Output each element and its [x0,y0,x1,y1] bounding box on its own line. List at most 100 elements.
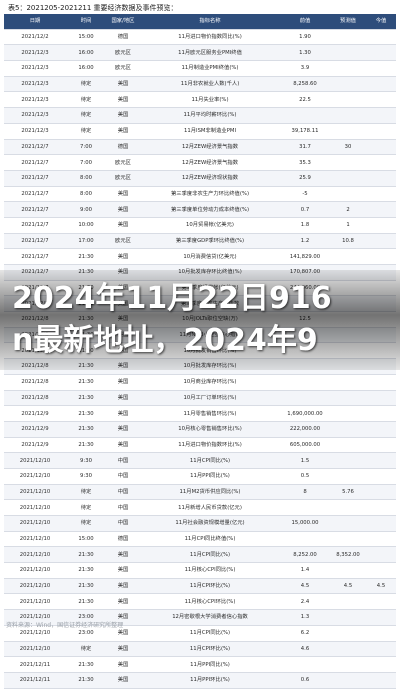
cell-event: 11月CPI同比(%) [140,625,280,642]
cell-forecast [330,60,366,77]
cell-date: 2021/12/9 [4,437,66,454]
cell-region: 美国 [106,656,140,673]
cell-event: 第三季度单位劳动力成本终值(%) [140,201,280,218]
table-row: 2021/12/11 21:30 美国 11月PPI环比(%) 0.6 [4,672,396,689]
cell-previous: 2.4 [280,593,330,611]
cell-time: 21:30 [66,374,106,391]
cell-forecast [330,154,366,171]
table-caption: 表5：2021205-2021211 重要经济数据及事件预览： [8,4,178,12]
cell-event: 11月ISM非制造业PMI [140,123,280,140]
cell-event: 11月平均时薪环比(%) [140,107,280,124]
cell-actual [366,170,396,187]
cell-date: 2021/12/10 [4,468,66,485]
cell-previous: 35.3 [280,154,330,171]
cell-forecast: 4.5 [330,578,366,595]
cell-actual [366,484,396,501]
cell-previous: 39,178.11 [280,123,330,140]
cell-region: 美国 [106,609,140,626]
cell-forecast: 8,352.00 [330,546,366,564]
cell-time: 21:30 [66,390,106,407]
cell-previous [280,107,330,124]
cell-event: 第三季度非农生产力环比终值(%) [140,186,280,203]
cell-actual [366,625,396,642]
cell-time: 16:00 [66,44,106,62]
cell-date: 2021/12/7 [4,139,66,156]
cell-previous [280,531,330,548]
table-row: 2021/12/10 待定 中国 11月社会融资规模增量(亿元) 15,000.00 [4,515,396,532]
cell-event: 11月核心CPI环比(%) [140,593,280,611]
cell-actual [366,656,396,673]
cell-actual [366,123,396,140]
cell-date: 2021/12/10 [4,546,66,564]
cell-forecast: 10.8 [330,233,366,250]
cell-forecast [330,641,366,658]
cell-region: 美国 [106,248,140,265]
cell-forecast [330,421,366,438]
cell-time: 7:00 [66,154,106,171]
cell-forecast [330,625,366,642]
cell-time: 21:30 [66,405,106,422]
cell-actual [366,91,396,109]
cell-actual [366,154,396,171]
cell-event: 11月非农就业人数(千人) [140,76,280,93]
cell-forecast [330,107,366,124]
cell-previous: 3.9 [280,60,330,77]
table-row: 2021/12/10 待定 中国 11月新增人民币贷款(亿元) [4,499,396,516]
cell-forecast [330,499,366,516]
cell-previous: -5 [280,186,330,203]
cell-forecast [330,437,366,454]
cell-time: 21:30 [66,656,106,673]
cell-time: 待定 [66,107,106,124]
cell-previous: 0.7 [280,201,330,218]
cell-date: 2021/12/8 [4,390,66,407]
headline-line-1: 2024年11月22日916 [12,281,332,316]
cell-actual [366,593,396,611]
table-row: 2021/12/10 15:00 德国 11月CPI同比终值(%) [4,531,396,548]
cell-previous: 8 [280,484,330,501]
cell-forecast [330,91,366,109]
cell-previous [280,390,330,407]
cell-time: 10:00 [66,217,106,234]
cell-region: 欧元区 [106,44,140,62]
cell-forecast: 1 [330,217,366,234]
cell-time: 17:00 [66,233,106,250]
cell-time: 16:00 [66,60,106,77]
cell-date: 2021/12/3 [4,107,66,124]
column-header: 国家/地区 [106,14,140,30]
cell-forecast [330,374,366,391]
cell-actual [366,437,396,454]
cell-forecast [330,562,366,579]
cell-event: 12月ZEW经济景气指数 [140,139,280,156]
cell-time: 8:00 [66,170,106,187]
cell-previous: 1.3 [280,609,330,626]
cell-actual [366,29,396,46]
cell-actual [366,562,396,579]
cell-event: 10月商业库存环比(%) [140,374,280,391]
cell-date: 2021/12/7 [4,248,66,265]
cell-time: 15:00 [66,29,106,46]
cell-time: 21:30 [66,421,106,438]
table-row: 2021/12/2 15:00 德国 11月进口物价指数同比(%) 1.90 [4,29,396,46]
cell-region: 欧元区 [106,60,140,77]
table-row: 2021/12/7 10:00 美国 10月贸易帐(亿美元) 1.8 1 [4,217,396,234]
cell-time: 8:00 [66,186,106,203]
cell-time: 待定 [66,123,106,140]
cell-event: 12月密歇根大学消费者信心指数 [140,609,280,626]
cell-event: 10月贸易帐(亿美元) [140,217,280,234]
cell-forecast [330,248,366,265]
cell-event: 11月CPI同比(%) [140,452,280,469]
cell-time: 9:30 [66,468,106,485]
cell-time: 待定 [66,641,106,658]
cell-previous: 22.5 [280,91,330,109]
cell-previous: 25.9 [280,170,330,187]
cell-actual [366,44,396,62]
cell-event: 12月ZEW经济现状指数 [140,170,280,187]
cell-forecast [330,672,366,689]
cell-event: 11月CPI环比(%) [140,578,280,595]
cell-region: 中国 [106,499,140,516]
cell-event: 11月CPI环比(%) [140,641,280,658]
cell-region: 德国 [106,531,140,548]
table-row: 2021/12/9 21:30 美国 11月零售销售环比(%) 1,690,000.00 [4,405,396,422]
table-row: 2021/12/11 21:30 美国 11月PPI同比(%) [4,656,396,673]
cell-event: 11月CPI同比(%) [140,546,280,564]
